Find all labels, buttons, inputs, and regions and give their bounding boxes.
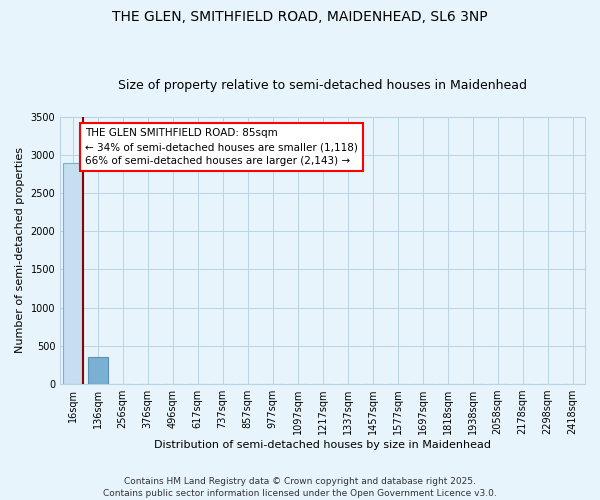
Text: THE GLEN SMITHFIELD ROAD: 85sqm
← 34% of semi-detached houses are smaller (1,118: THE GLEN SMITHFIELD ROAD: 85sqm ← 34% of… [85,128,358,166]
Title: Size of property relative to semi-detached houses in Maidenhead: Size of property relative to semi-detach… [118,79,527,92]
Y-axis label: Number of semi-detached properties: Number of semi-detached properties [15,148,25,354]
Text: Contains HM Land Registry data © Crown copyright and database right 2025.
Contai: Contains HM Land Registry data © Crown c… [103,476,497,498]
Bar [62,164,83,384]
Bar [88,357,107,384]
Text: THE GLEN, SMITHFIELD ROAD, MAIDENHEAD, SL6 3NP: THE GLEN, SMITHFIELD ROAD, MAIDENHEAD, S… [112,10,488,24]
X-axis label: Distribution of semi-detached houses by size in Maidenhead: Distribution of semi-detached houses by … [154,440,491,450]
